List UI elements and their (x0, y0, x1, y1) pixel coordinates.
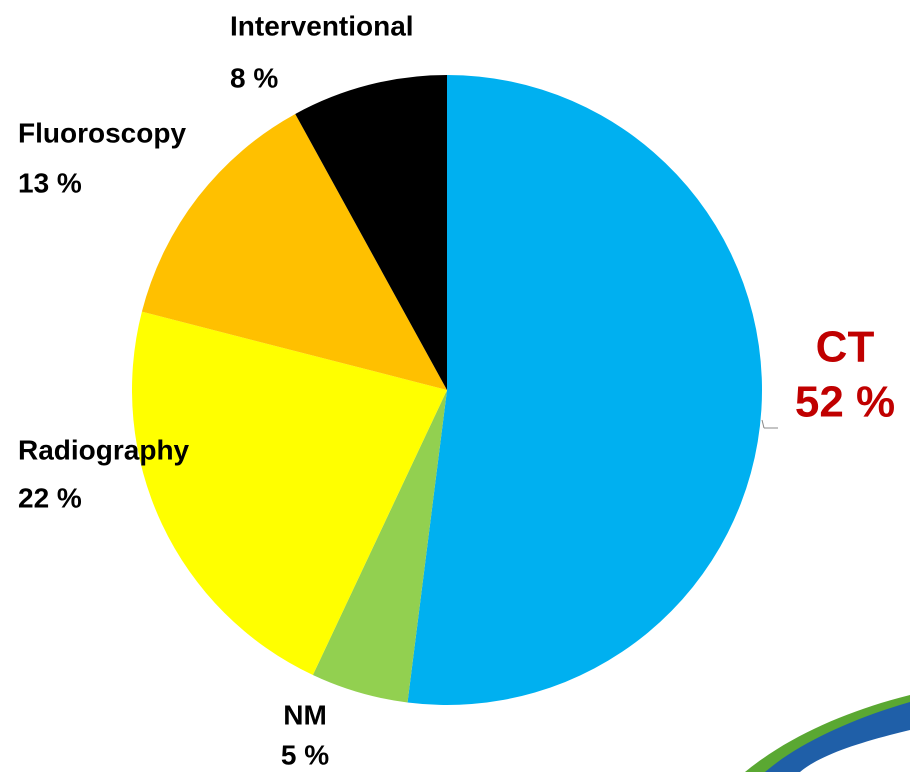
value-label: 5 % (281, 739, 329, 770)
pie-slice (295, 75, 447, 390)
category-label: NM (283, 699, 327, 730)
pie-slice (141, 113, 447, 391)
category-label: CT (816, 323, 875, 372)
swoosh-blue (760, 700, 910, 772)
category-label: Fluoroscopy (18, 117, 186, 148)
leader-line (761, 419, 765, 429)
decoration (745, 695, 910, 772)
value-label: 52 % (795, 378, 895, 427)
category-label: Radiography (18, 434, 190, 465)
pie-slice (132, 311, 447, 676)
pie-slice (312, 390, 447, 703)
value-label: 13 % (18, 167, 82, 198)
category-label: Interventional (230, 10, 414, 41)
value-label: 22 % (18, 482, 82, 513)
swoosh-green (745, 695, 910, 772)
value-label: 8 % (230, 62, 278, 93)
pie-slice (407, 75, 763, 706)
